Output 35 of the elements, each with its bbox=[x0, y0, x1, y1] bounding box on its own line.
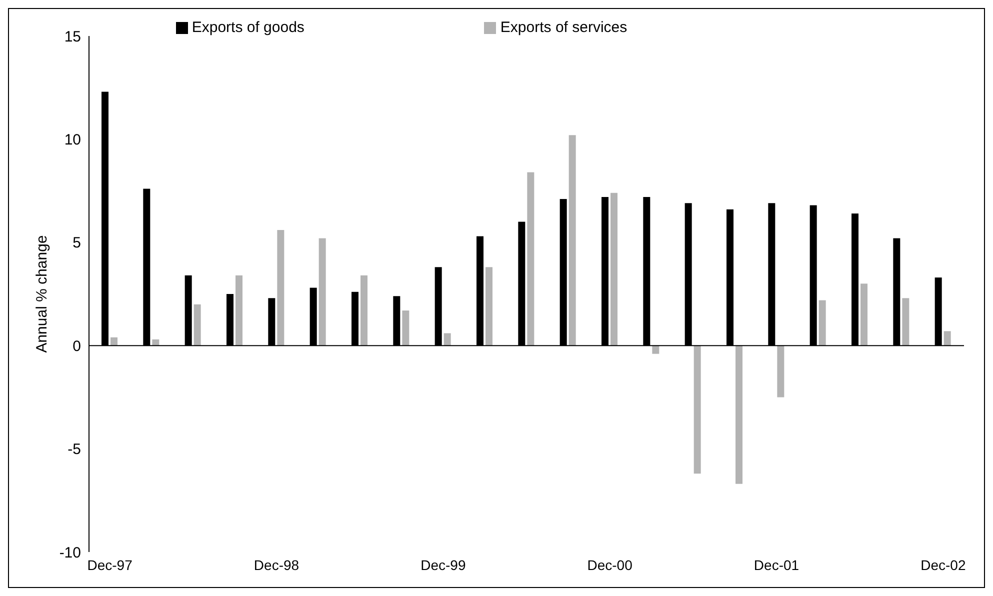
y-axis-title: Annual % change bbox=[33, 235, 50, 353]
bar bbox=[818, 300, 826, 346]
bar bbox=[486, 267, 492, 346]
bar bbox=[527, 172, 534, 346]
bar bbox=[110, 337, 118, 346]
bar bbox=[944, 331, 951, 346]
x-tick-label: Dec-99 bbox=[420, 556, 466, 573]
bar bbox=[318, 238, 326, 346]
bar bbox=[402, 310, 410, 346]
y-tick-label: -5 bbox=[68, 441, 81, 458]
bar bbox=[194, 304, 201, 346]
legend-label: Exports of services bbox=[500, 19, 628, 36]
y-tick-label: 10 bbox=[64, 132, 81, 149]
x-tick-label: Dec-00 bbox=[587, 556, 633, 573]
bar bbox=[360, 275, 368, 346]
x-tick-label: Dec-98 bbox=[254, 556, 300, 573]
y-tick-label: 5 bbox=[72, 234, 81, 252]
bar bbox=[902, 298, 910, 346]
bar bbox=[610, 192, 618, 346]
y-tick-label: 0 bbox=[72, 338, 81, 355]
bar bbox=[277, 230, 284, 346]
y-tick-label: 15 bbox=[64, 28, 81, 46]
bar bbox=[860, 284, 868, 346]
bar bbox=[694, 346, 701, 474]
bar bbox=[236, 275, 242, 346]
x-tick-label: Dec-01 bbox=[754, 556, 800, 573]
bar bbox=[568, 135, 576, 346]
bar bbox=[652, 346, 660, 354]
legend-label: Exports of goods bbox=[192, 19, 304, 36]
bar bbox=[444, 333, 451, 346]
bar bbox=[777, 346, 784, 398]
x-tick-label: Dec-02 bbox=[920, 556, 966, 573]
y-tick-label: -10 bbox=[59, 544, 81, 562]
bar bbox=[736, 346, 742, 484]
x-tick-label: Dec-97 bbox=[87, 556, 133, 573]
